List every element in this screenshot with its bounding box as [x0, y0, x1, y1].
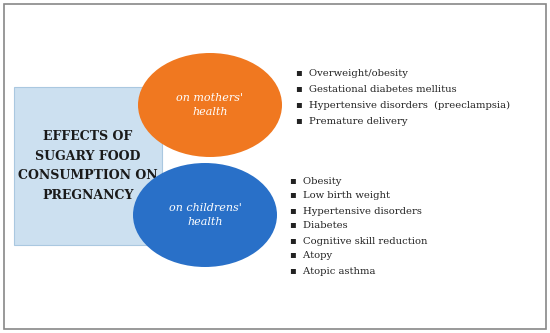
Text: ▪  Hypertensive disorders: ▪ Hypertensive disorders: [290, 206, 422, 215]
Text: ▪  Atopy: ▪ Atopy: [290, 251, 332, 260]
Text: ▪  Premature delivery: ▪ Premature delivery: [296, 117, 408, 126]
Text: EFFECTS OF
SUGARY FOOD
CONSUMPTION ON
PREGNANCY: EFFECTS OF SUGARY FOOD CONSUMPTION ON PR…: [18, 130, 158, 202]
Text: ▪  Cognitive skill reduction: ▪ Cognitive skill reduction: [290, 236, 427, 245]
Text: ▪  Diabetes: ▪ Diabetes: [290, 221, 348, 230]
Text: ▪  Low birth weight: ▪ Low birth weight: [290, 191, 390, 200]
Text: ▪  Atopic asthma: ▪ Atopic asthma: [290, 266, 376, 275]
Text: ▪  Obesity: ▪ Obesity: [290, 176, 342, 185]
Text: on mothers'
health: on mothers' health: [177, 93, 244, 117]
FancyBboxPatch shape: [14, 87, 162, 245]
FancyBboxPatch shape: [4, 4, 546, 329]
Text: ▪  Hypertensive disorders  (preeclampsia): ▪ Hypertensive disorders (preeclampsia): [296, 101, 510, 110]
Text: ▪  Overweight/obesity: ▪ Overweight/obesity: [296, 69, 408, 78]
Text: ▪  Gestational diabetes mellitus: ▪ Gestational diabetes mellitus: [296, 85, 456, 94]
Ellipse shape: [133, 163, 277, 267]
Ellipse shape: [138, 53, 282, 157]
Text: on childrens'
health: on childrens' health: [169, 203, 241, 227]
